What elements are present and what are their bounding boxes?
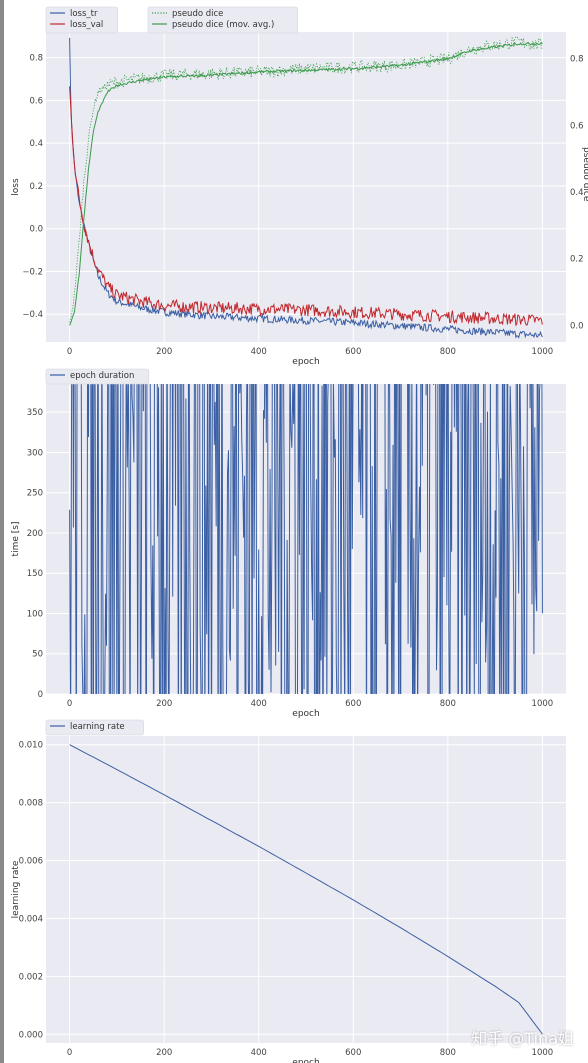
y-tick-label: 0.008 (19, 799, 43, 809)
legend-label: epoch duration (70, 371, 134, 381)
x-tick-label: 200 (156, 1048, 172, 1058)
y-tick-label: 350 (27, 408, 43, 418)
x-tick-label: 400 (251, 347, 267, 357)
y-tick-label: 250 (27, 489, 43, 499)
y-tick-label: 0.0 (29, 225, 43, 235)
x-tick-label: 200 (156, 347, 172, 357)
x-axis-label: epoch (292, 1058, 319, 1063)
legend-label: pseudo dice (mov. avg.) (172, 20, 274, 30)
legend-box (147, 6, 298, 34)
y-tick-label: −0.2 (22, 267, 43, 277)
y-tick-label: 0.2 (29, 182, 43, 192)
y-tick-label: 0.006 (19, 857, 43, 867)
x-tick-label: 800 (440, 699, 456, 709)
x-tick-label: 0 (67, 1048, 72, 1058)
y-axis-label: loss (11, 178, 21, 196)
y-tick-label: 50 (32, 650, 43, 660)
watermark-text: 知乎 @Tina姐 (471, 1029, 574, 1048)
y-tick-label: 0.002 (19, 972, 43, 982)
epoch-duration-chart: 0 200 400 600 800 1000 0 50 100 150 200 250 300 350 ep… (11, 368, 566, 719)
y-axis-label: time [s] (11, 522, 21, 557)
y-tick-label: 0 (38, 690, 43, 700)
plot-area (46, 736, 566, 1043)
y-tick-label: 0.4 (29, 139, 43, 149)
legend-box (45, 368, 150, 385)
x-tick-label: 400 (251, 699, 267, 709)
legend-label: loss_tr (70, 9, 98, 19)
y2-axis-label: pseudo dice (581, 147, 588, 202)
y-tick-label: −0.4 (22, 310, 43, 320)
x-tick-label: 800 (440, 347, 456, 357)
y-tick-label: 100 (27, 609, 43, 619)
x-axis-label: epoch (292, 357, 319, 367)
legend-label: learning rate (70, 722, 125, 732)
y-tick-label: 200 (27, 529, 43, 539)
legend-box (45, 719, 144, 736)
y-tick-label: 0.010 (19, 741, 43, 751)
learning-rate-chart: 0 200 400 600 800 1000 0.000 0.002 0.004 0.006 0.0… (11, 719, 566, 1063)
x-tick-label: 600 (345, 699, 361, 709)
series-line-loss-tr (69, 37, 543, 339)
legend-label: pseudo dice (172, 9, 223, 19)
x-tick-label: 1000 (532, 1048, 554, 1058)
x-tick-label: 400 (251, 1048, 267, 1058)
x-tick-label: 0 (67, 347, 72, 357)
y-axis-label: learning rate (11, 860, 21, 918)
x-tick-label: 200 (156, 699, 172, 709)
y-tick-label: 0.004 (19, 914, 43, 924)
x-tick-label: 600 (345, 347, 361, 357)
y2-tick-label: 0.2 (570, 255, 584, 265)
x-tick-label: 800 (440, 1048, 456, 1058)
x-axis-label: epoch (292, 709, 319, 719)
x-tick-label: 1000 (532, 699, 554, 709)
plot-area (46, 32, 566, 342)
y-tick-label: 0.8 (29, 54, 43, 64)
series-line-pseudo-dice-mov-avg- (69, 41, 543, 326)
y-tick-label: 150 (27, 569, 43, 579)
series-line-pseudo-dice (69, 36, 543, 323)
series-line-loss-val (69, 86, 543, 327)
x-tick-label: 1000 (532, 347, 554, 357)
y2-tick-label: 0.6 (570, 121, 584, 131)
y2-tick-label: 0.8 (570, 55, 584, 65)
y-tick-label: 0.6 (29, 96, 43, 106)
series-line-learning-rate (69, 744, 543, 1035)
y-tick-label: 0.000 (19, 1030, 43, 1040)
y-tick-label: 300 (27, 448, 43, 458)
x-tick-label: 0 (67, 699, 72, 709)
y2-tick-label: 0.4 (570, 188, 584, 198)
y2-tick-label: 0.0 (570, 321, 584, 331)
x-tick-label: 600 (345, 1048, 361, 1058)
plot-area (46, 384, 566, 694)
loss-dice-chart: 0 200 400 600 800 1000 −0.4 −0.2 0.0 0.2 0.4 0.6 0.8… (11, 6, 588, 367)
left-edge-bar (0, 0, 4, 1063)
legend-label: loss_val (70, 20, 103, 30)
